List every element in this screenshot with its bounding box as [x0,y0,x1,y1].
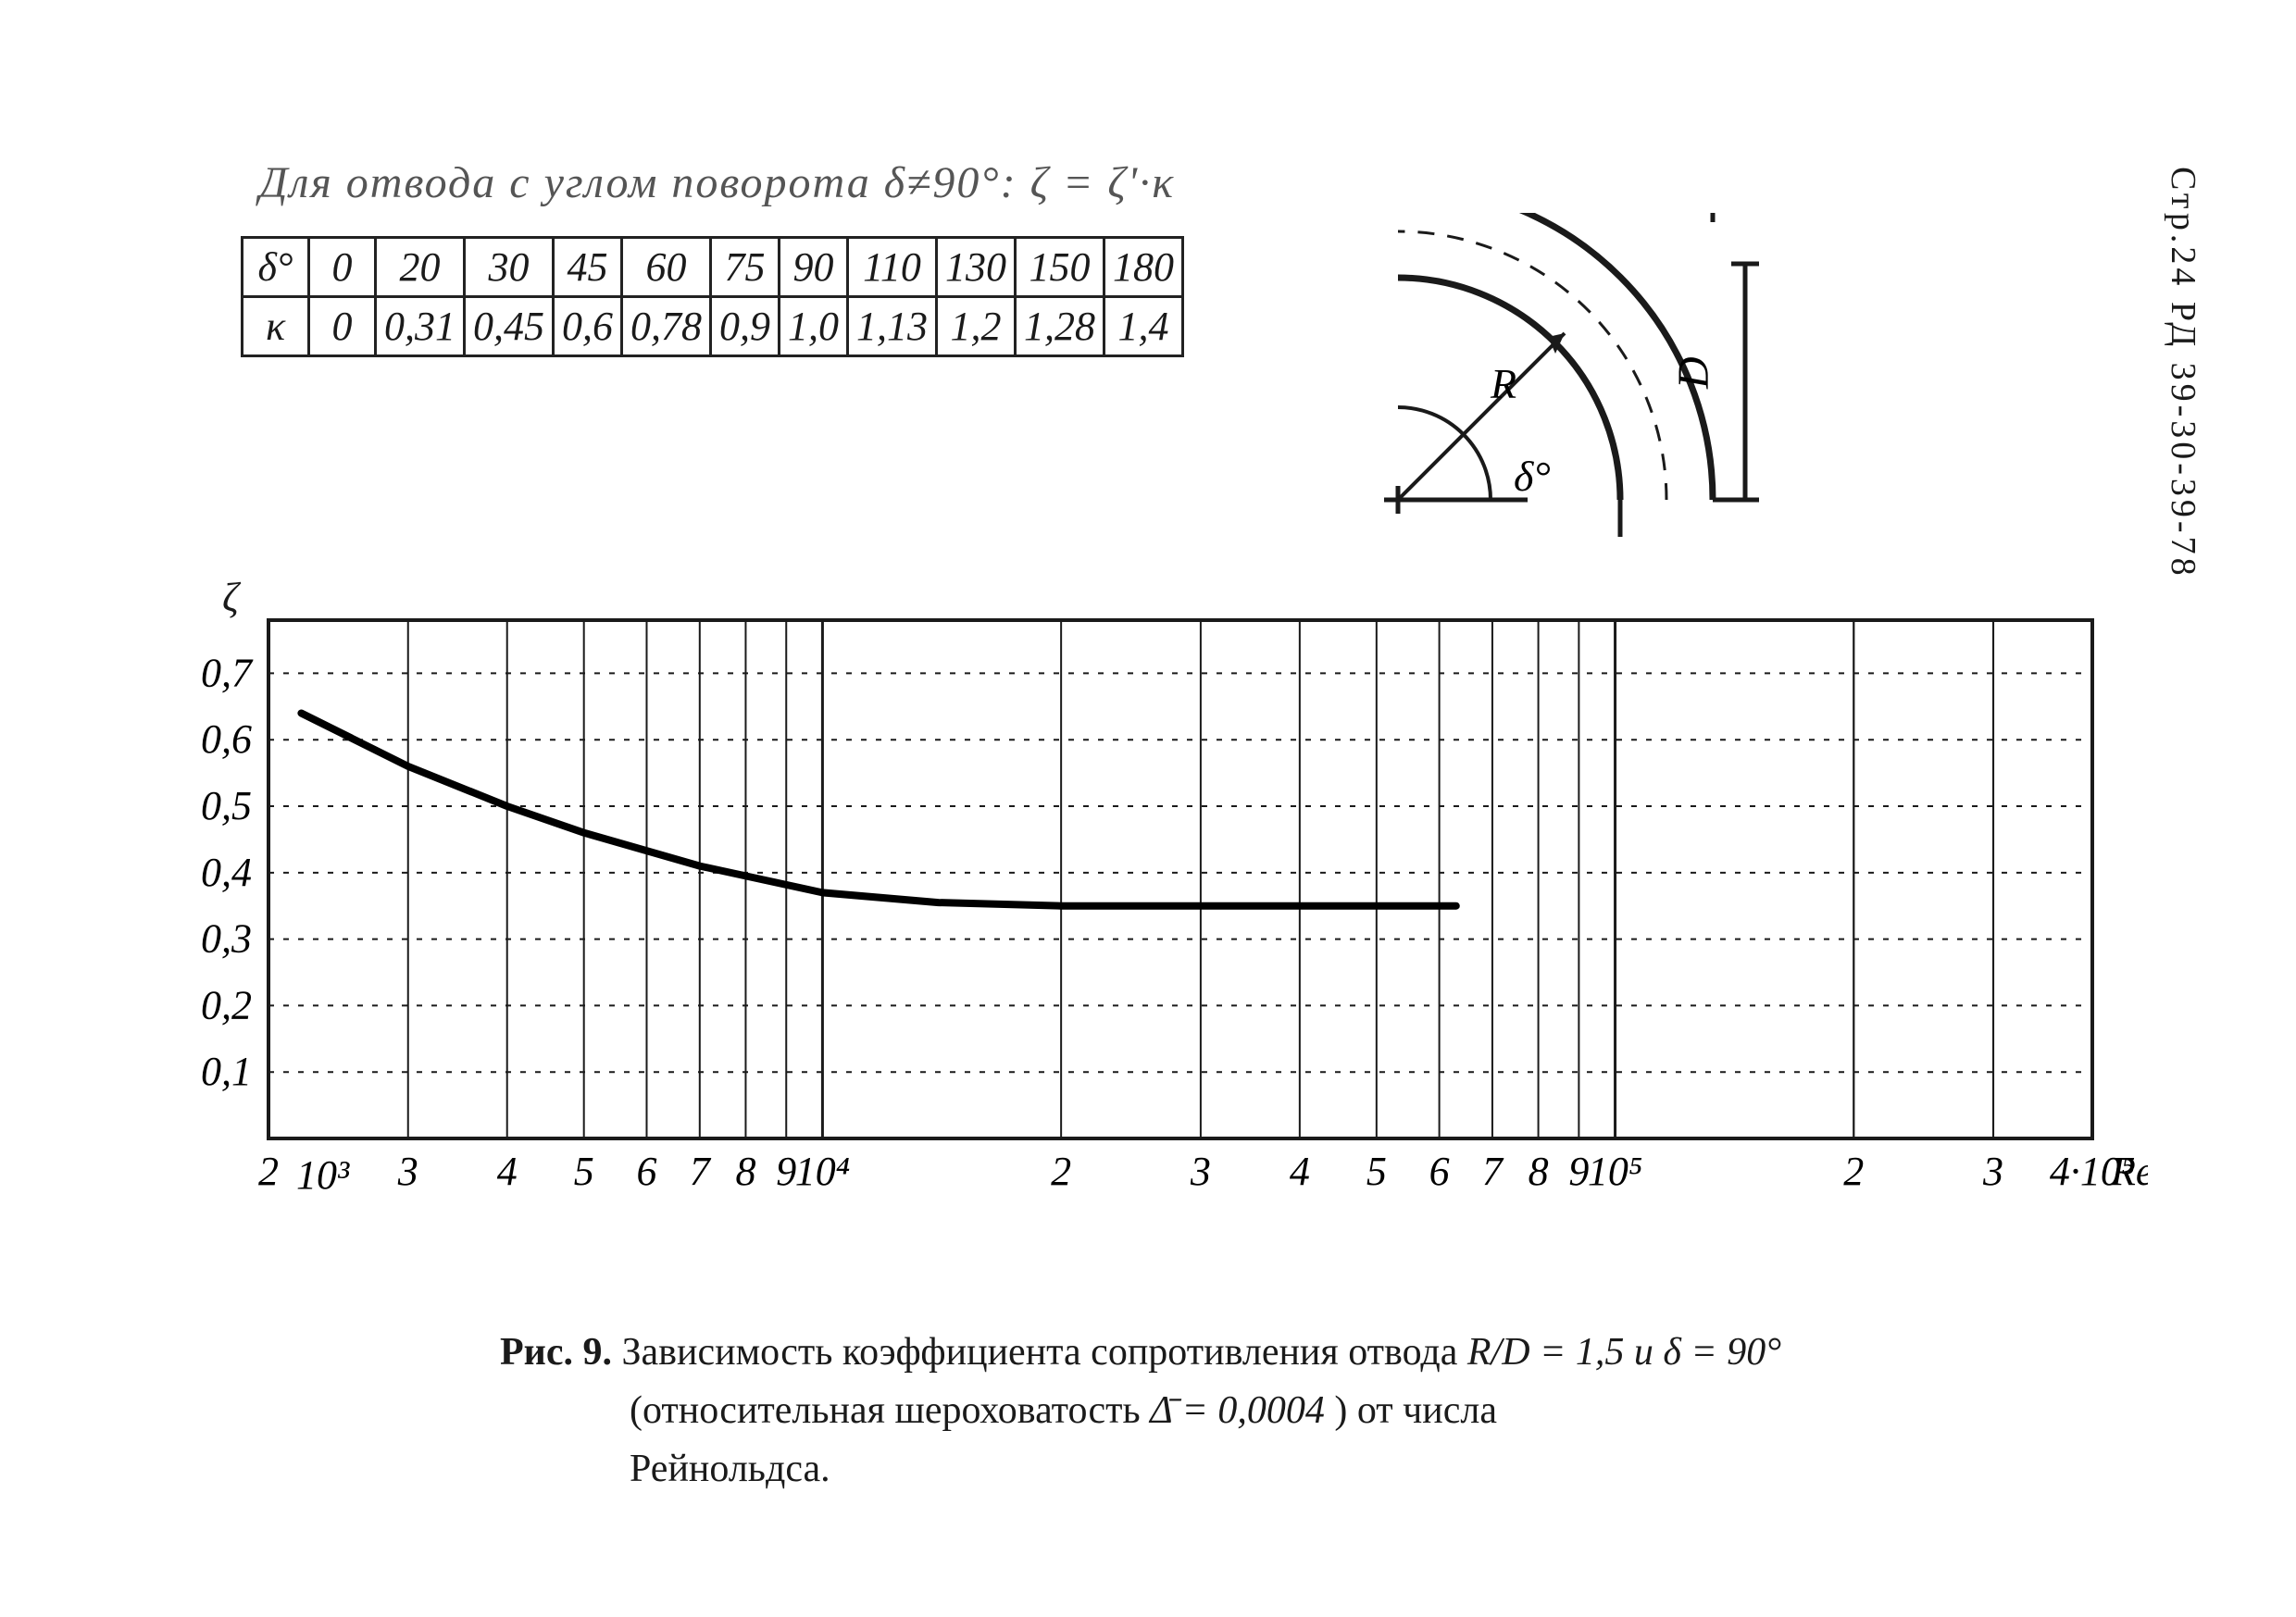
x-tick-label: 3 [397,1149,418,1194]
y-tick-label: 0,6 [201,716,252,762]
chart-zeta-vs-reynolds: ζ 0,10,20,30,40,50,60,710³2345678910⁴234… [167,592,2148,1231]
chart-canvas: 0,10,20,30,40,50,60,710³2345678910⁴23456… [167,592,2148,1231]
table-header-delta: δ° [243,238,309,297]
table-cell: 75 [711,238,780,297]
table-cell: 90 [780,238,848,297]
caption-line2b: ) от числа [1334,1389,1497,1432]
table-row: κ 0 0,31 0,45 0,6 0,78 0,9 1,0 1,13 1,2 … [243,297,1183,356]
y-tick-label: 0,5 [201,783,252,828]
x-tick-label: 10³ [296,1152,350,1198]
plot-border [268,620,2092,1138]
table-cell: 45 [554,238,622,297]
x-tick-label: 4 [497,1149,518,1194]
table-header-kappa: κ [243,297,309,356]
x-tick-label: 10⁴ [795,1149,850,1194]
table-cell: 0,6 [554,297,622,356]
x-tick-label: 2 [1843,1149,1864,1194]
table-cell: 0,78 [622,297,711,356]
x-tick-label: 5 [1366,1149,1387,1194]
y-tick-label: 0,7 [201,650,254,695]
label-delta: δ° [1514,453,1551,500]
y-tick-label: 0,3 [201,916,252,962]
x-tick-label: 7 [690,1149,712,1194]
x-tick-label: 9 [1568,1149,1589,1194]
x-tick-label: 9 [776,1149,796,1194]
table-cell: 0,31 [376,297,465,356]
table-cell: 0,9 [711,297,780,356]
correction-factor-table: δ° 0 20 30 45 60 75 90 110 130 150 180 κ… [241,236,1184,357]
correction-formula: Для отвода с углом поворота δ≠90°: ζ = ζ… [259,157,1175,208]
page-root: Стр.24 РД 39-30-39-78 Для отвода с углом… [0,0,2296,1617]
caption-main: Зависимость коэффициента сопротивления о… [622,1331,1467,1374]
table-cell: 130 [937,238,1016,297]
x-axis-label: Re [2110,1149,2148,1194]
label-r: R [1490,360,1516,407]
x-tick-label: 6 [1429,1149,1450,1194]
x-tick-label: 7 [1482,1149,1504,1194]
table-cell: 1,28 [1016,297,1104,356]
page-side-label: Стр.24 РД 39-30-39-78 [2163,167,2203,579]
x-tick-label: 3 [1190,1149,1211,1194]
table-cell: 20 [376,238,465,297]
table-cell: 110 [848,238,937,297]
x-tick-label: 10⁵ [1588,1149,1642,1194]
x-tick-label: 8 [735,1149,755,1194]
table-cell: 0 [309,297,376,356]
table-row: δ° 0 20 30 45 60 75 90 110 130 150 180 [243,238,1183,297]
caption-params: R/D = 1,5 и δ = 90° [1467,1331,1781,1374]
table-cell: 30 [465,238,554,297]
table-cell: 1,2 [937,297,1016,356]
caption-roughness: Δ̄ = 0,0004 [1150,1389,1325,1432]
table-cell: 1,4 [1104,297,1183,356]
x-tick-label: 4 [1290,1149,1310,1194]
table-cell: 0 [309,238,376,297]
y-tick-label: 0,1 [201,1049,252,1094]
y-tick-label: 0,2 [201,982,252,1027]
table-cell: 180 [1104,238,1183,297]
y-tick-label: 0,4 [201,850,252,895]
figure-caption: Рис. 9. Зависимость коэффициента сопроти… [500,1324,1981,1499]
caption-line2a: (относительная шероховатость [630,1389,1150,1432]
x-tick-label: 2 [1051,1149,1071,1194]
x-tick-label: 5 [574,1149,594,1194]
x-tick-label: 3 [1982,1149,2003,1194]
caption-prefix: Рис. 9. [500,1331,622,1374]
caption-line3: Рейнольдса. [500,1440,1981,1499]
table-cell: 60 [622,238,711,297]
x-tick-label: 8 [1529,1149,1549,1194]
table-cell: 0,45 [465,297,554,356]
bend-outer-wall-icon [1398,213,1713,500]
x-tick-label: 2 [258,1149,279,1194]
table-cell: 150 [1016,238,1104,297]
y-axis-symbol: ζ [222,574,239,621]
x-tick-label: 6 [636,1149,656,1194]
table-cell: 1,0 [780,297,848,356]
pipe-bend-diagram: D R δ° [1278,213,1796,565]
label-d: D [1669,356,1718,390]
table-cell: 1,13 [848,297,937,356]
